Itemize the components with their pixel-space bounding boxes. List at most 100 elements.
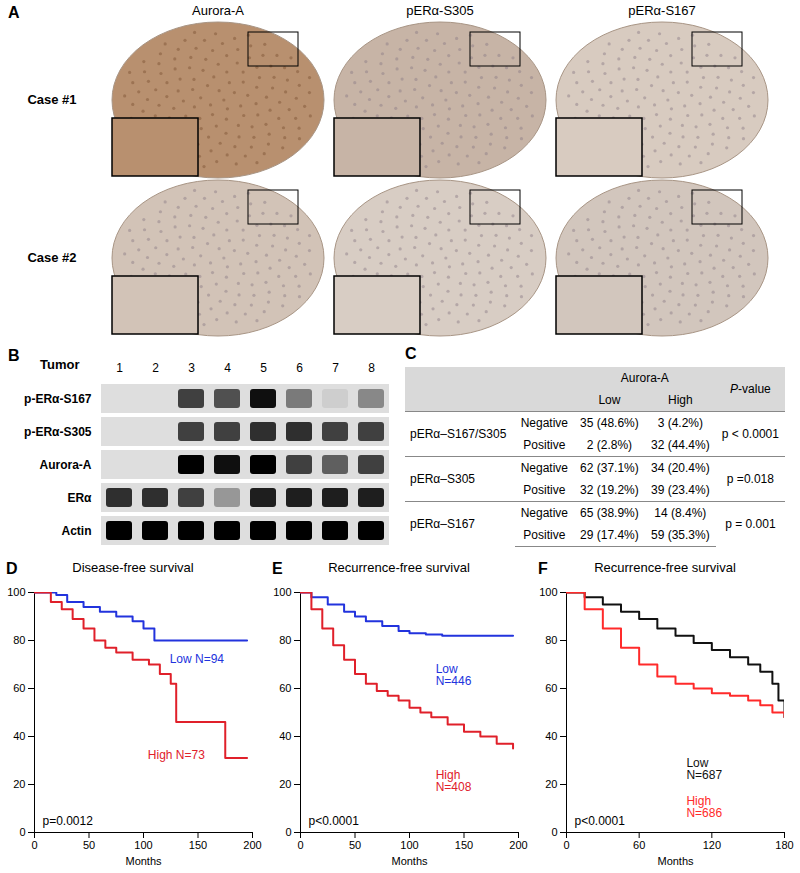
svg-text:180: 180: [775, 839, 793, 851]
svg-text:p<0.0001: p<0.0001: [309, 814, 360, 828]
svg-text:p<0.0001: p<0.0001: [575, 814, 626, 828]
svg-text:40: 40: [13, 730, 25, 742]
html-text:35 (48.6%): 35 (48.6%): [580, 416, 639, 430]
svg-text:80: 80: [545, 634, 557, 646]
svg-text:0: 0: [297, 839, 303, 851]
svg-text:HighN=686: HighN=686: [686, 794, 722, 820]
svg-text:Months: Months: [125, 855, 162, 867]
html-text:2 (2.8%): 2 (2.8%): [586, 438, 633, 452]
html-text:39 (23.4%): 39 (23.4%): [651, 483, 710, 497]
svg-text:2: 2: [152, 361, 159, 375]
svg-text:100: 100: [400, 839, 418, 851]
svg-text:0: 0: [285, 826, 291, 838]
svg-text:5: 5: [260, 361, 267, 375]
svg-text:3: 3: [188, 361, 195, 375]
svg-text:150: 150: [455, 839, 473, 851]
svg-text:50: 50: [349, 839, 361, 851]
svg-text:0: 0: [19, 826, 25, 838]
svg-text:40: 40: [279, 730, 291, 742]
svg-text:0: 0: [551, 826, 557, 838]
svg-text:High N=73: High N=73: [148, 748, 205, 762]
svg-text:pERα-S167: pERα-S167: [628, 3, 696, 18]
html-text:Tumor: Tumor: [40, 357, 80, 372]
svg-text:A: A: [8, 4, 20, 21]
svg-text:pERα-S305: pERα-S305: [406, 3, 474, 18]
svg-text:Actin: Actin: [62, 524, 92, 538]
html-text:3 (4.2%): 3 (4.2%): [657, 416, 703, 430]
svg-text:120: 120: [703, 839, 721, 851]
html-text:C: C: [405, 345, 417, 362]
html-text:Negative: Negative: [520, 461, 568, 475]
svg-text:80: 80: [13, 634, 25, 646]
svg-text:Case #2: Case #2: [27, 250, 76, 265]
svg-text:Aurora-A: Aurora-A: [39, 458, 91, 472]
svg-text:Months: Months: [391, 855, 428, 867]
svg-text:100: 100: [273, 586, 291, 598]
svg-text:60: 60: [13, 682, 25, 694]
html-text:59 (35.3%): 59 (35.3%): [651, 528, 710, 542]
svg-text:50: 50: [83, 839, 95, 851]
svg-text:6: 6: [296, 361, 303, 375]
svg-text:200: 200: [509, 839, 527, 851]
html-text:E: E: [272, 560, 283, 577]
svg-text:0: 0: [563, 839, 569, 851]
svg-text:HighN=408: HighN=408: [436, 768, 472, 794]
svg-text:100: 100: [7, 586, 25, 598]
html-text:Aurora-A: Aurora-A: [620, 371, 669, 385]
html-text:pERα–S305: pERα–S305: [410, 472, 475, 486]
html-text:65 (38.9%): 65 (38.9%): [580, 506, 639, 520]
svg-text:1: 1: [116, 361, 123, 375]
svg-text:0: 0: [31, 839, 37, 851]
html-text:32 (44.4%): 32 (44.4%): [651, 438, 710, 452]
html-text:F: F: [538, 560, 548, 577]
html-text:B: B: [8, 347, 20, 364]
svg-text:20: 20: [13, 778, 25, 790]
svg-text:60: 60: [633, 839, 645, 851]
html-text:62 (37.1%): 62 (37.1%): [580, 461, 639, 475]
svg-text:7: 7: [332, 361, 339, 375]
svg-text:Case #1: Case #1: [27, 92, 76, 107]
html-text:Negative: Negative: [520, 506, 568, 520]
html-text:p =0.018: p =0.018: [726, 472, 774, 486]
html-text:34 (20.4%): 34 (20.4%): [651, 461, 710, 475]
svg-text:20: 20: [545, 778, 557, 790]
svg-text:20: 20: [279, 778, 291, 790]
html-text:p < 0.0001: p < 0.0001: [721, 427, 779, 441]
svg-text:LowN=446: LowN=446: [436, 662, 472, 688]
svg-text:150: 150: [189, 839, 207, 851]
svg-text:p-ERα-S305: p-ERα-S305: [24, 425, 92, 439]
svg-text:60: 60: [279, 682, 291, 694]
html-text:pERα–S167/S305: pERα–S167/S305: [410, 427, 507, 441]
html-text:P -value: P -value: [730, 382, 771, 396]
svg-text:p-ERα-S167: p-ERα-S167: [24, 392, 92, 406]
html-text:p = 0.001: p = 0.001: [725, 517, 776, 532]
svg-text:200: 200: [243, 839, 261, 851]
html-text:Positive: Positive: [523, 528, 566, 542]
svg-text:60: 60: [545, 682, 557, 694]
svg-text:ERα: ERα: [67, 491, 92, 505]
svg-text:LowN=687: LowN=687: [686, 756, 722, 782]
html-text:Positive: Positive: [523, 438, 566, 452]
svg-text:4: 4: [224, 361, 231, 375]
svg-text:100: 100: [134, 839, 152, 851]
html-text:32 (19.2%): 32 (19.2%): [580, 483, 639, 497]
html-text:High: High: [668, 393, 693, 407]
svg-text:p=0.0012: p=0.0012: [43, 814, 94, 828]
svg-text:Aurora-A: Aurora-A: [192, 3, 244, 18]
html-text:Positive: Positive: [523, 483, 566, 497]
svg-text:8: 8: [368, 361, 375, 375]
html-text:Recurrence-free survival: Recurrence-free survival: [594, 560, 736, 575]
html-text:14 (8.4%): 14 (8.4%): [654, 506, 707, 520]
html-text:pERα–S167: pERα–S167: [410, 517, 475, 532]
svg-text:100: 100: [539, 586, 557, 598]
html-text:Low: Low: [598, 393, 621, 407]
html-text:Recurrence-free survival: Recurrence-free survival: [328, 560, 470, 575]
svg-text:40: 40: [545, 730, 557, 742]
html-text:D: D: [6, 560, 18, 577]
html-text:Negative: Negative: [520, 416, 568, 430]
svg-text:80: 80: [279, 634, 291, 646]
html-text:Disease-free survival: Disease-free survival: [72, 560, 194, 575]
svg-text:Low N=94: Low N=94: [170, 652, 225, 666]
html-text:29 (17.4%): 29 (17.4%): [580, 528, 639, 542]
svg-text:Months: Months: [657, 855, 694, 867]
